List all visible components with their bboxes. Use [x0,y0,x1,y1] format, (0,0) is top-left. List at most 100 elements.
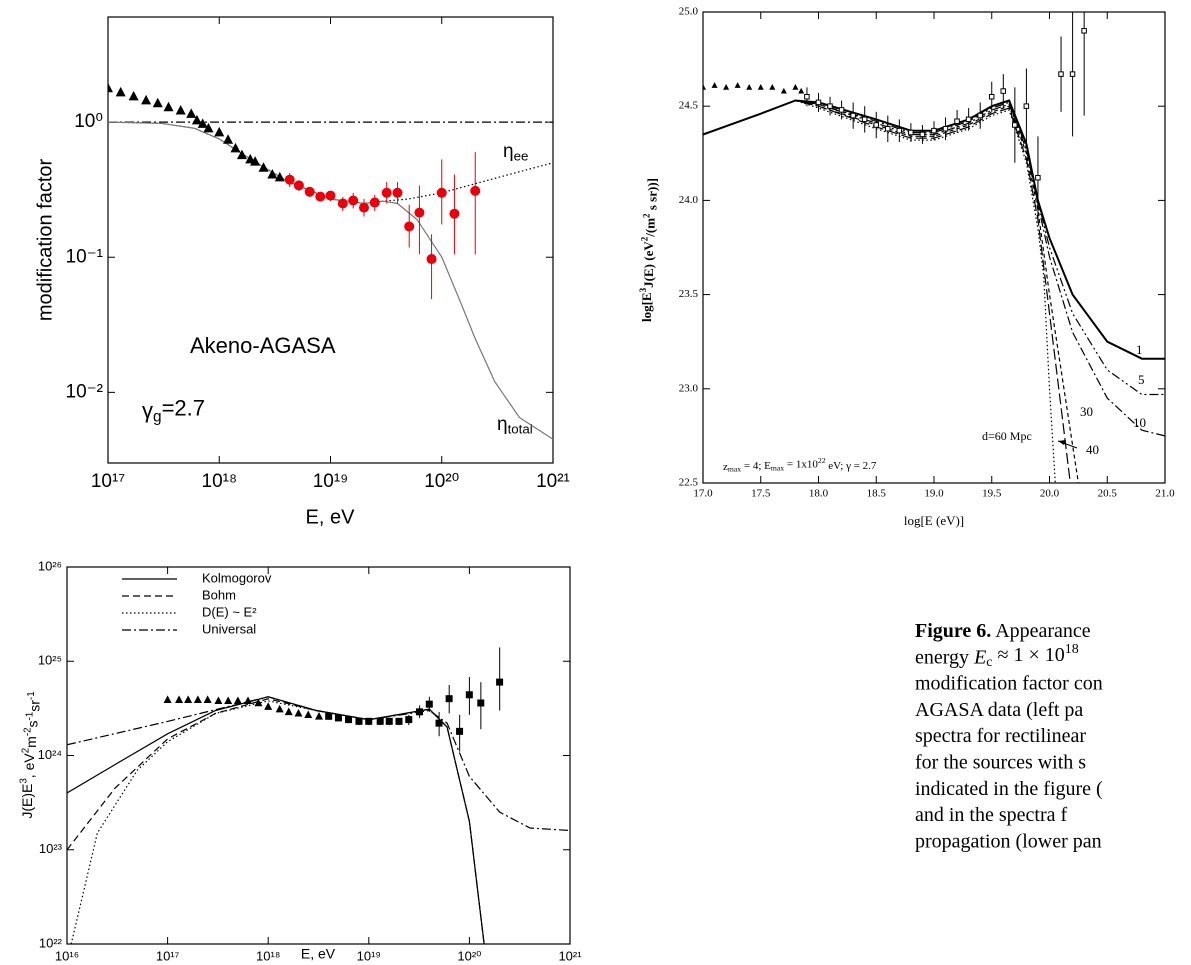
annotation-part: 40 [1086,442,1099,457]
annotation-part: 1 [1136,342,1143,357]
marker [977,112,983,119]
marker [425,700,433,708]
marker [1023,103,1030,109]
series-line [108,121,553,440]
marker [1081,28,1087,34]
y-tick-label: 10²² [39,935,63,950]
marker [1035,174,1041,181]
y-axis-label-part: 2 [20,748,31,753]
annotation-part: η [503,141,514,162]
marker [385,717,393,725]
caption-line: AGASA data (left pa [915,698,1083,720]
plot-area [67,647,570,944]
series-line [67,696,570,832]
y-tick-label: 25.0 [679,6,699,18]
y-axis-label-part: -1 [24,712,35,721]
chart: 10¹⁷ 10¹⁸ 10¹⁹ 10²⁰ 10²¹ 10⁻² 10⁻¹ 10⁰ E, eV modi… [34,16,570,528]
caption-line-part: energy [915,646,974,668]
y-axis-label: J(E)E3, eV2m-2s-1sr-1 [18,691,42,818]
marker [861,116,868,123]
y-axis-label-part: log[E [639,292,654,322]
annotation: 10 [1133,415,1146,430]
marker [780,87,787,94]
marker [348,195,359,206]
x-axis-label: E, eV [301,946,336,962]
y-axis-label-part: -2 [22,727,33,736]
annotation-part: max [771,463,784,472]
x-tick-label: 10¹⁷ [156,948,180,963]
series-line [703,99,1165,437]
y-axis-label-part: , eV [21,753,37,779]
marker [416,708,424,716]
marker [850,112,856,119]
marker [477,699,485,707]
marker [233,696,242,705]
x-tick-label: 10²⁰ [457,948,481,963]
caption-line-part: modification factor con [915,672,1103,694]
x-tick-label: 17.0 [693,488,713,500]
annotation: ηee [503,141,528,163]
y-axis-label: log[E3J(E) (eV2/(m2 s sr))] [638,178,659,322]
annotation-part: Akeno-AGASA [190,333,336,358]
marker [919,131,926,138]
marker [108,82,113,93]
marker [264,702,273,710]
y-tick-label: 22.5 [679,477,699,489]
marker [376,717,384,725]
legend-label: Universal [202,621,256,636]
marker [723,84,730,90]
marker [1000,88,1006,94]
annotation-part: γ [142,398,153,423]
marker [838,107,845,113]
marker [465,691,473,699]
marker [250,156,261,166]
annotation: d=60 Mpc [982,429,1032,443]
marker [184,695,193,703]
y-axis-label-part: /(m [642,218,657,238]
annotation: Akeno-AGASA [190,333,336,358]
chart: 17.0 17.5 18.0 18.5 19.0 19.5 20.0 20.5 21.0 22.5… [638,6,1175,528]
x-tick-label: 10¹⁷ [91,471,125,492]
y-tick-label: 10²³ [39,841,63,856]
marker [804,93,810,100]
annotation: 1 [1136,342,1143,357]
annotation-part: eV; γ = 2.7 [826,460,877,472]
marker [365,717,373,725]
annotation-part: ee [514,148,529,163]
caption-line-part: AGASA data (left pa [915,698,1083,720]
caption-line-part: for the sources with s [915,751,1086,773]
marker [224,696,233,705]
x-tick-label: 10²⁰ [424,471,459,492]
y-tick-label: 24.5 [679,100,699,112]
annotation: ηtotal [497,414,533,436]
caption-line-part: E [973,646,986,668]
marker [254,698,263,707]
marker [337,198,348,209]
y-axis-label-part: -1 [26,691,37,700]
marker [355,717,363,725]
marker [304,186,315,197]
x-tick-label: 10¹⁸ [256,948,280,963]
caption-line: propagation (lower pan [915,830,1102,852]
y-axis-label-part: J(E)E [19,784,35,819]
caption-line-part: propagation (lower pan [915,830,1102,852]
marker [163,695,172,703]
marker [203,695,212,703]
marker [244,696,253,705]
marker [711,82,718,88]
caption-line: and in the spectra f [915,804,1067,826]
x-tick-label: 21.0 [1155,488,1175,500]
marker [965,116,972,123]
series-line [703,99,1056,483]
y-tick-label: 10⁻² [66,381,104,402]
y-tick-label: 24.0 [679,194,699,206]
marker [792,84,799,90]
x-tick-label: 20.5 [1098,488,1118,500]
x-tick-label: 18.0 [809,488,829,500]
legend-label: Kolmogorov [202,570,272,585]
caption-line-part: Appearance [991,620,1091,642]
annotation-part: 22 [818,456,826,465]
annotation-part: 5 [1138,372,1145,387]
marker [274,171,285,182]
x-tick-label: 10²¹ [536,471,570,492]
